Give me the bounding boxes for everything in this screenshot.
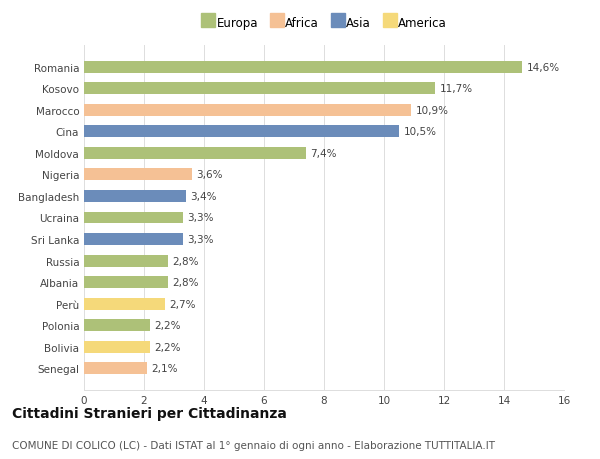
Bar	[84, 83, 435, 95]
Bar	[84, 341, 150, 353]
Text: COMUNE DI COLICO (LC) - Dati ISTAT al 1° gennaio di ogni anno - Elaborazione TUT: COMUNE DI COLICO (LC) - Dati ISTAT al 1°…	[12, 440, 495, 450]
Text: 3,3%: 3,3%	[187, 235, 214, 245]
Text: 2,2%: 2,2%	[155, 320, 181, 330]
Text: 2,2%: 2,2%	[155, 342, 181, 352]
Text: 3,4%: 3,4%	[191, 191, 217, 202]
Text: 10,9%: 10,9%	[415, 106, 449, 116]
Text: 2,1%: 2,1%	[151, 364, 178, 374]
Text: 3,3%: 3,3%	[187, 213, 214, 223]
Bar	[84, 298, 165, 310]
Text: 7,4%: 7,4%	[311, 149, 337, 158]
Bar	[84, 319, 150, 331]
Text: 10,5%: 10,5%	[404, 127, 437, 137]
Text: 14,6%: 14,6%	[527, 62, 560, 73]
Bar	[84, 190, 186, 202]
Bar	[84, 255, 168, 267]
Bar	[84, 169, 192, 181]
Bar	[84, 105, 411, 117]
Text: 2,8%: 2,8%	[173, 256, 199, 266]
Text: 3,6%: 3,6%	[197, 170, 223, 180]
Bar	[84, 126, 399, 138]
Bar	[84, 234, 183, 246]
Text: 2,8%: 2,8%	[173, 278, 199, 287]
Text: 2,7%: 2,7%	[170, 299, 196, 309]
Text: Cittadini Stranieri per Cittadinanza: Cittadini Stranieri per Cittadinanza	[12, 406, 287, 420]
Bar	[84, 62, 522, 73]
Bar	[84, 148, 306, 159]
Bar	[84, 363, 147, 375]
Bar	[84, 212, 183, 224]
Legend: Europa, Africa, Asia, America: Europa, Africa, Asia, America	[201, 17, 447, 30]
Text: 11,7%: 11,7%	[439, 84, 473, 94]
Bar	[84, 277, 168, 288]
